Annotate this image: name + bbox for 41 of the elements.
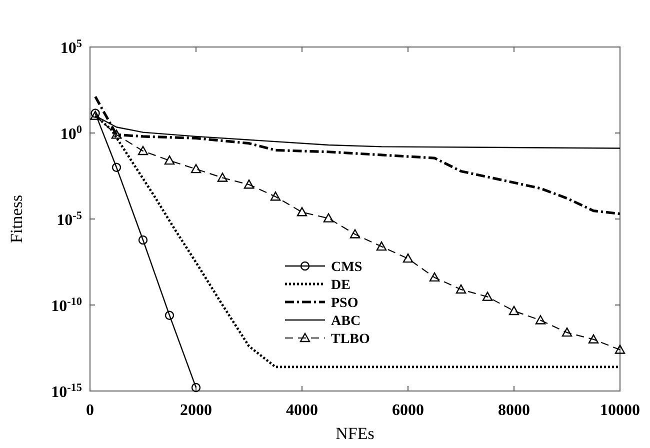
point [402,253,414,263]
point [191,382,201,392]
y-tick-label: 10$^{-5}$ [56,210,82,229]
point [482,292,493,301]
legend-label: TLBO [331,332,370,347]
y-tick-label: 10$^{0}$ [60,124,82,143]
legend-label: CMS [331,260,362,275]
legend-label: PSO [331,296,358,311]
point [376,241,387,251]
point [614,344,626,354]
y-tick-label: 10$^{5}$ [60,38,82,57]
x-tick-label: 10000 [600,402,640,419]
point [217,172,228,182]
point [138,146,148,156]
point [296,207,308,216]
point [164,155,175,165]
point [429,272,440,282]
point [323,213,334,222]
point [588,334,599,344]
x-tick-label: 4000 [286,402,318,419]
point [508,306,520,316]
y-tick-label: 10$^{-10}$ [51,296,82,315]
x-tick-label: 2000 [180,402,212,419]
legend-label: ABC [331,314,361,329]
y-tick-label: 10$^{-15}$ [51,382,82,401]
legend-label: DE [331,278,350,293]
point [562,327,572,337]
y-axis-title: Fitness [7,194,26,244]
x-tick-label: 8000 [498,402,530,419]
point [244,180,254,189]
x-axis-title: NFEs [336,424,374,443]
point [164,310,174,320]
point [112,162,122,172]
point [535,315,546,324]
point [270,192,281,201]
point [456,284,466,294]
point [190,164,202,174]
x-tick-label: 0 [86,402,94,419]
point [350,229,360,238]
x-tick-label: 6000 [392,402,424,419]
point [138,235,148,245]
